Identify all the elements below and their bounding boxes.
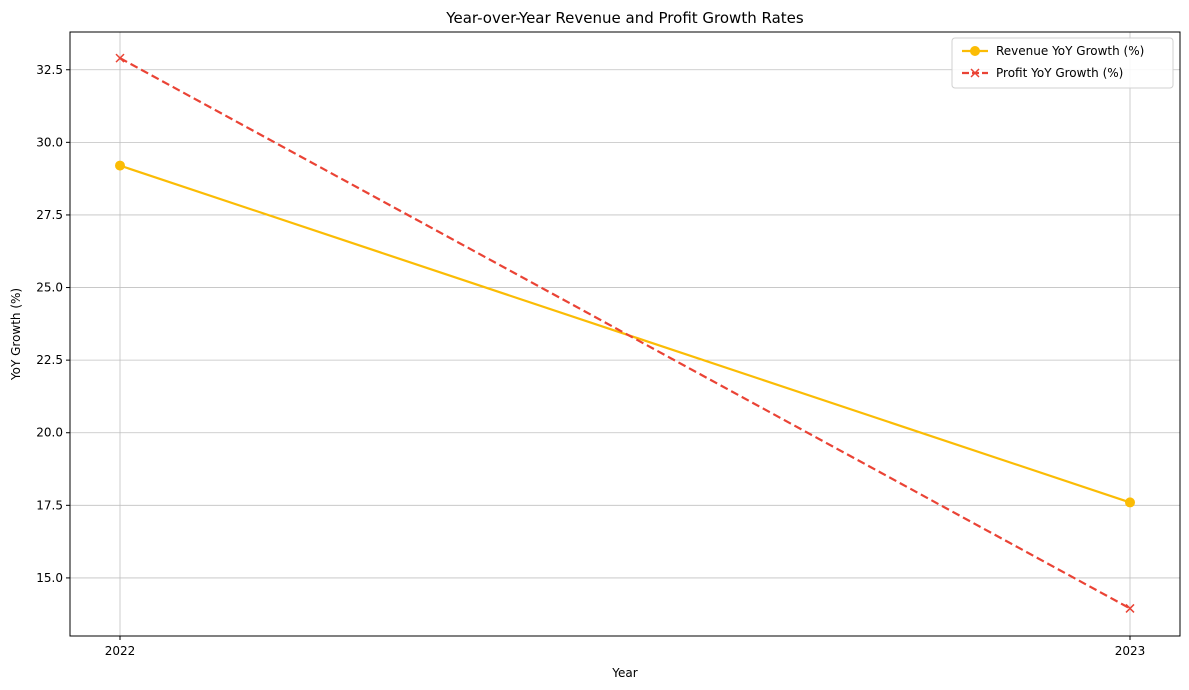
series-layer — [115, 53, 1135, 613]
y-tick-label: 22.5 — [36, 353, 63, 367]
y-axis-ticks: 15.0 17.5 20.0 22.5 25.0 27.5 30.0 32.5 — [36, 63, 70, 585]
series-line-0 — [119, 164, 1131, 504]
legend-box — [951, 37, 1174, 89]
legend-label-1: Profit YoY Growth (%) — [996, 66, 1123, 80]
y-tick-label: 25.0 — [36, 281, 63, 295]
data-point-1-0-stroke — [115, 53, 125, 63]
y-axis-label: YoY Growth (%) — [9, 288, 23, 381]
x-tick-label: 2022 — [105, 644, 136, 658]
y-tick-label: 30.0 — [36, 135, 63, 149]
x-axis-label: Year — [611, 666, 637, 680]
data-point-0-0 — [115, 160, 125, 171]
data-point-1-0 — [115, 53, 125, 63]
data-point-1-1 — [1125, 603, 1135, 613]
data-point-1-1-stroke — [1125, 603, 1135, 613]
y-tick-label: 15.0 — [36, 571, 63, 585]
grid-lines — [70, 32, 1180, 636]
data-point-0-1 — [1125, 497, 1135, 508]
legend-label-0: Revenue YoY Growth (%) — [996, 44, 1144, 58]
legend-marker-1 — [970, 68, 980, 78]
legend-marker-1-stroke — [970, 68, 980, 78]
y-tick-label: 27.5 — [36, 208, 63, 222]
legend: Revenue YoY Growth (%) Profit YoY Growth … — [951, 37, 1174, 89]
y-tick-label: 20.0 — [36, 426, 63, 440]
y-tick-label: 17.5 — [36, 498, 63, 512]
x-tick-label: 2023 — [1115, 644, 1146, 658]
plot-frame — [69, 31, 1181, 637]
legend-marker-0 — [970, 46, 980, 56]
y-tick-label: 32.5 — [36, 63, 63, 77]
chart-title: Year-over-Year Revenue and Profit Growth… — [445, 9, 804, 27]
x-axis-ticks: 2022 2023 — [105, 636, 1146, 658]
